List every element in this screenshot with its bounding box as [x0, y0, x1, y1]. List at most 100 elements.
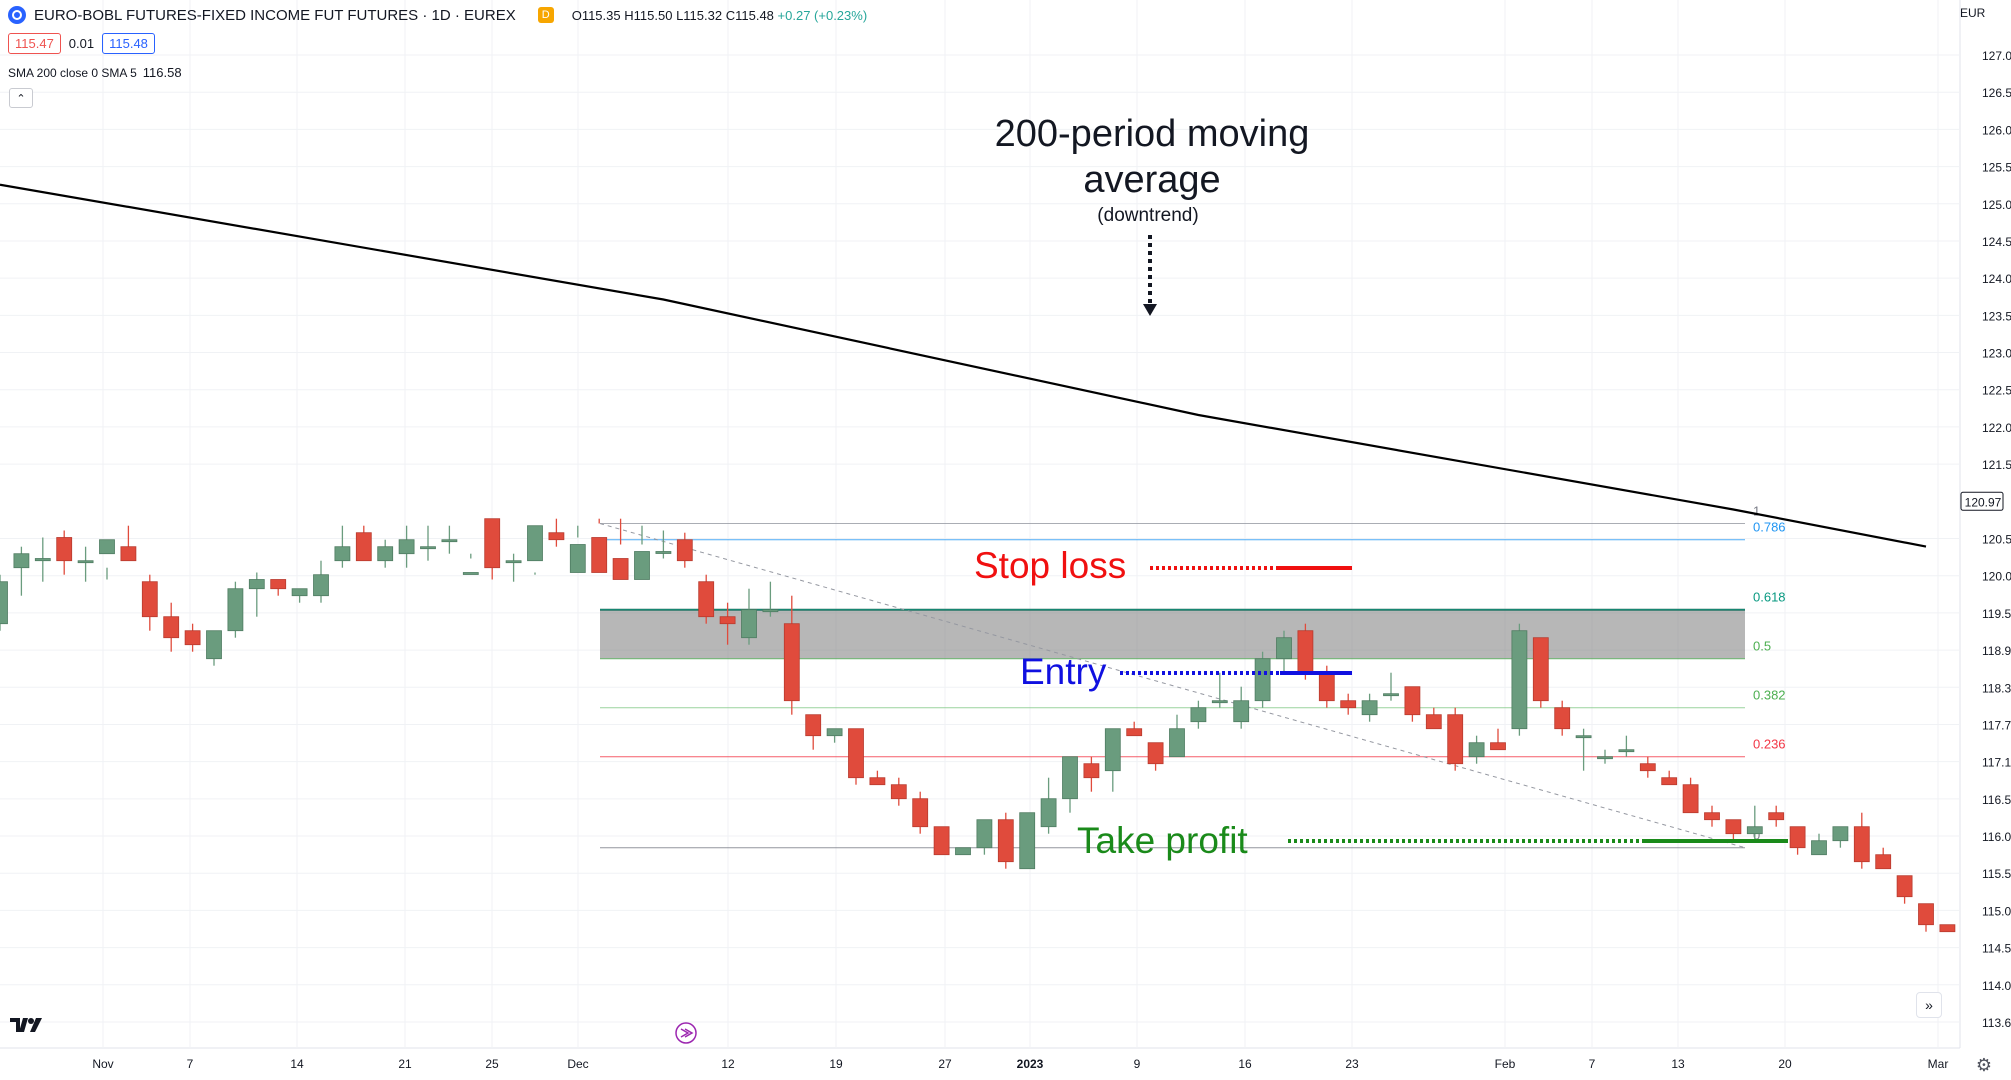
fibonacci-retracement[interactable]: 10.786 0.618 0.5 0.382 0.236 0: [599, 504, 1786, 849]
price-axis[interactable]: 127.00 126.50 126.00 125.50 125.00 124.50 124.…: [1960, 49, 2011, 1030]
candle-body: [548, 532, 565, 541]
indicator-value: 116.58: [142, 65, 182, 80]
candle-body: [99, 539, 115, 555]
chevron-up-icon: ⌃: [16, 92, 26, 105]
candle-body: [1318, 672, 1335, 702]
candle-body: [1425, 714, 1442, 730]
indicator-legend[interactable]: SMA 200 close 0 SMA 5 116.58: [8, 65, 182, 80]
candle-body: [1383, 693, 1399, 697]
last-price-label: 120.97: [1965, 495, 2002, 509]
candle-body: [869, 777, 886, 786]
settings-gear-icon[interactable]: ⚙: [1975, 1054, 1993, 1075]
currency-label[interactable]: EUR: [1960, 6, 1986, 20]
price-tick-label: 123.50: [1982, 309, 2011, 323]
candle-body: [1618, 749, 1635, 753]
time-tick-label: 16: [1238, 1057, 1252, 1071]
take-profit-label: Take profit: [1077, 820, 1248, 861]
candle-body: [1083, 763, 1100, 779]
double-chevron-right-icon: »: [1925, 997, 1933, 1013]
price-tick-label: 120.50: [1982, 533, 2011, 547]
candle-body: [1768, 812, 1785, 821]
candle-body: [1682, 784, 1699, 814]
candle-body: [933, 826, 950, 856]
fib-level-label: 0.382: [1753, 688, 1786, 703]
time-tick-label: 13: [1671, 1057, 1685, 1071]
candle-body: [1104, 728, 1121, 772]
candle-body: [762, 609, 779, 613]
candle-body: [1340, 700, 1357, 709]
candle-body: [805, 714, 822, 737]
candle-body: [120, 546, 137, 562]
candle-body: [206, 630, 222, 660]
time-tick-label: 21: [398, 1057, 412, 1071]
price-tick-label: 116.00: [1982, 830, 2011, 844]
fib-level-label: 0: [1753, 828, 1760, 843]
candle-body: [34, 558, 51, 562]
price-tick-label: 126.00: [1982, 123, 2011, 137]
candle-body: [462, 572, 479, 575]
price-tick-label: 116.50: [1982, 793, 2011, 807]
candle-body: [1789, 826, 1806, 849]
time-axis[interactable]: Nov 7 14 21 25 Dec 12 19 27 2023 9 16 23 Feb 7 13 20 Mar: [92, 1057, 1948, 1071]
price-tick-label: 121.50: [1982, 458, 2011, 472]
price-buttons: 115.47 0.01 115.48: [8, 33, 155, 54]
candle-body: [1939, 924, 1956, 933]
last-price-box: [1960, 491, 2004, 511]
price-tick-label: 115.00: [1982, 904, 2011, 918]
symbol-title[interactable]: EURO-BOBL FUTURES-FIXED INCOME FUT FUTUR…: [34, 6, 516, 24]
candle-body: [0, 581, 8, 625]
time-tick-label: Dec: [567, 1057, 588, 1071]
candle-body: [1447, 714, 1464, 765]
candle-body: [826, 728, 843, 737]
price-tick-label: 114.05: [1982, 979, 2011, 993]
annotation-subtitle: (downtrend): [1097, 205, 1198, 226]
tradingview-logo-icon[interactable]: [10, 1015, 44, 1035]
candle-body: [1661, 777, 1678, 786]
buy-price-button[interactable]: 115.48: [102, 33, 155, 54]
candle-body: [1468, 742, 1485, 758]
time-tick-label: Nov: [92, 1057, 113, 1071]
candle-body: [783, 623, 800, 702]
candle-body: [248, 579, 265, 590]
time-tick-label: 14: [290, 1057, 304, 1071]
price-tick-label: 118.90: [1982, 644, 2011, 658]
candle-body: [1639, 763, 1656, 772]
scroll-to-realtime-button[interactable]: »: [1916, 992, 1942, 1018]
candle-body: [1233, 700, 1250, 723]
sell-price-button[interactable]: 115.47: [8, 33, 61, 54]
delayed-badge[interactable]: D: [537, 7, 554, 23]
candle-body: [420, 546, 436, 550]
price-tick-label: 124.00: [1982, 272, 2011, 286]
collapse-legend-button[interactable]: ⌃: [9, 88, 33, 108]
sma-200-line: [0, 183, 1927, 548]
time-tick-label: 19: [829, 1057, 843, 1071]
time-tick-label: 25: [485, 1057, 499, 1071]
event-marker-icon: [675, 1022, 697, 1044]
time-tick-label: 12: [721, 1057, 735, 1071]
candle-body: [1190, 707, 1207, 723]
spread-value: 0.01: [68, 36, 95, 51]
candle-body: [1361, 700, 1378, 716]
candle-body: [634, 551, 650, 580]
price-tick-label: 119.50: [1982, 607, 2011, 621]
price-tick-label: 126.50: [1982, 86, 2011, 100]
candle-body: [227, 588, 244, 632]
candle-body: [1832, 826, 1849, 842]
time-tick-label: Mar: [1928, 1057, 1949, 1071]
candle-body: [912, 798, 929, 828]
entry-label: Entry: [1020, 651, 1107, 692]
candle-body: [976, 819, 993, 849]
candle-body: [848, 728, 864, 779]
time-tick-label: 20: [1778, 1057, 1792, 1071]
candle-body: [1811, 840, 1827, 856]
candle-body: [1147, 742, 1164, 765]
candle-body: [1704, 812, 1720, 821]
candle-body: [184, 630, 201, 646]
candle-body: [313, 574, 329, 597]
candle-body: [569, 544, 586, 573]
stop-loss-label: Stop loss: [974, 545, 1126, 586]
candle-body: [1532, 637, 1549, 702]
candle-body: [655, 551, 672, 554]
candle-body: [441, 539, 458, 543]
